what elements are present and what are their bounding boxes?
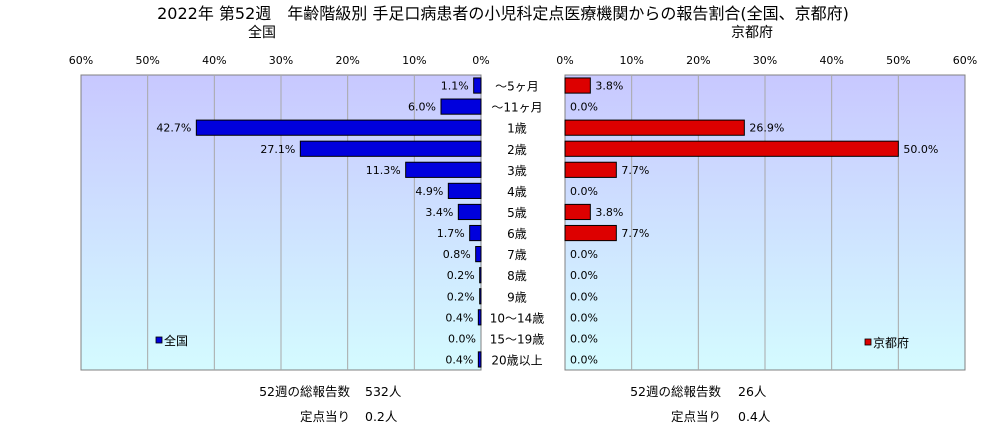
age-category-label: 5歳 (507, 206, 527, 220)
national-bar (473, 77, 482, 94)
national-bar (299, 140, 482, 157)
kyoto-value-label: 0.0% (570, 311, 598, 324)
national-value-label: 1.7% (437, 227, 465, 240)
national-value-label: 42.7% (156, 122, 191, 135)
national-tick-label: 20% (335, 54, 359, 67)
national-value-label: 11.3% (366, 164, 401, 177)
national-panel: 60% 50% 40% 30% 20% 10% 0%1.1% 6.0% 42.7% 27.1% 11… (69, 54, 490, 371)
kyoto-value-label: 0.0% (570, 353, 598, 366)
kyoto-tick-label: 20% (686, 54, 710, 67)
age-category-label: 20歳以上 (491, 353, 542, 367)
age-category-label: 8歳 (507, 269, 527, 283)
kyoto-per-label: 定点当り (671, 409, 721, 424)
kyoto-bar (564, 224, 617, 242)
kyoto-summary: 52週の総報告数 26人 定点当り 0.4人 (630, 384, 771, 424)
national-value-label: 3.4% (425, 206, 453, 219)
national-per-label: 定点当り (300, 409, 350, 424)
national-bar (457, 203, 482, 221)
age-category-label: 9歳 (507, 290, 527, 304)
kyoto-legend-swatch (864, 338, 872, 346)
kyoto-tick-label: 50% (886, 54, 910, 67)
age-category-label: 2歳 (507, 143, 527, 157)
national-value-label: 0.2% (447, 269, 475, 282)
age-category-label: 7歳 (507, 248, 527, 262)
kyoto-bar (564, 119, 745, 136)
national-tick-label: 60% (69, 54, 93, 67)
kyoto-bar (564, 161, 617, 178)
national-legend-swatch (155, 336, 163, 344)
national-value-label: 0.2% (447, 290, 475, 303)
kyoto-value-label: 0.0% (570, 332, 598, 345)
chart-title: 2022年 第52週 年齢階級別 手足口病患者の小児科定点医療機関からの報告割合… (157, 4, 849, 23)
national-bar (440, 98, 482, 115)
age-category-label: 10～14歳 (490, 311, 545, 325)
age-category-label: ～11ヶ月 (491, 101, 542, 115)
national-legend: 全国 (155, 333, 188, 348)
national-per-value: 0.2人 (365, 409, 398, 424)
national-bar (469, 224, 482, 242)
kyoto-panel: 0% 10% 20% 30% 40% 50% 60% 3.8% 0.0% 26.9% 50.0% 7.… (556, 54, 977, 371)
age-category-labels: ～5ヶ月 ～11ヶ月 1歳 2歳 3歳 4歳 5歳 6歳 7歳 8歳 9歳 10～14歳 15～19歳 2… (490, 80, 545, 368)
kyoto-value-label: 0.0% (570, 290, 598, 303)
age-category-label: 4歳 (507, 185, 527, 199)
national-summary: 52週の総報告数 532人 定点当り 0.2人 (259, 384, 402, 424)
national-tick-label: 30% (269, 54, 293, 67)
kyoto-total-label: 52週の総報告数 (630, 384, 721, 399)
national-bar (477, 351, 482, 368)
national-value-label: 0.4% (445, 353, 473, 366)
national-tick-label: 50% (135, 54, 159, 67)
age-category-label: 15～19歳 (490, 332, 545, 346)
national-bar (195, 119, 482, 136)
kyoto-total-value: 26人 (738, 384, 767, 399)
kyoto-bar (564, 203, 591, 221)
kyoto-value-label: 0.0% (570, 248, 598, 261)
national-value-label: 0.8% (443, 248, 471, 261)
kyoto-panel-title: 京都府 (731, 25, 773, 41)
national-value-label: 0.0% (448, 332, 476, 345)
kyoto-value-label: 0.0% (570, 101, 598, 114)
kyoto-value-label: 26.9% (749, 122, 784, 135)
national-bar (475, 246, 482, 263)
age-category-label: 1歳 (507, 122, 527, 136)
national-value-label: 6.0% (408, 101, 436, 114)
kyoto-tick-label: 10% (619, 54, 643, 67)
national-total-label: 52週の総報告数 (259, 384, 350, 399)
national-tick-label: 10% (402, 54, 426, 67)
national-legend-label: 全国 (164, 333, 188, 348)
kyoto-bar (564, 140, 899, 157)
kyoto-value-label: 7.7% (621, 227, 649, 240)
national-bar (405, 161, 482, 178)
kyoto-legend-label: 京都府 (873, 335, 909, 350)
national-total-value: 532人 (365, 384, 402, 399)
national-bar (479, 288, 482, 305)
kyoto-value-label: 0.0% (570, 269, 598, 282)
national-panel-title: 全国 (248, 24, 276, 41)
national-tick-label: 40% (202, 54, 226, 67)
kyoto-value-label: 0.0% (570, 185, 598, 198)
age-category-label: 6歳 (507, 227, 527, 241)
kyoto-value-label: 3.8% (595, 206, 623, 219)
kyoto-tick-label: 60% (953, 54, 977, 67)
kyoto-tick-label: 30% (753, 54, 777, 67)
national-bar (477, 309, 482, 326)
kyoto-value-label: 3.8% (595, 80, 623, 93)
national-value-label: 4.9% (415, 185, 443, 198)
kyoto-tick-label: 40% (819, 54, 843, 67)
kyoto-bar (564, 77, 591, 94)
age-category-label: 3歳 (507, 164, 527, 178)
kyoto-legend: 京都府 (864, 335, 909, 350)
kyoto-tick-label: 0% (556, 54, 573, 67)
national-value-label: 27.1% (260, 143, 295, 156)
kyoto-value-label: 50.0% (903, 143, 938, 156)
kyoto-per-value: 0.4人 (738, 409, 771, 424)
kyoto-value-label: 7.7% (621, 164, 649, 177)
national-bar (479, 267, 482, 284)
national-tick-label: 0% (472, 54, 489, 67)
national-bar (447, 182, 482, 199)
age-category-label: ～5ヶ月 (495, 80, 539, 94)
national-value-label: 1.1% (441, 80, 469, 93)
national-value-label: 0.4% (445, 311, 473, 324)
